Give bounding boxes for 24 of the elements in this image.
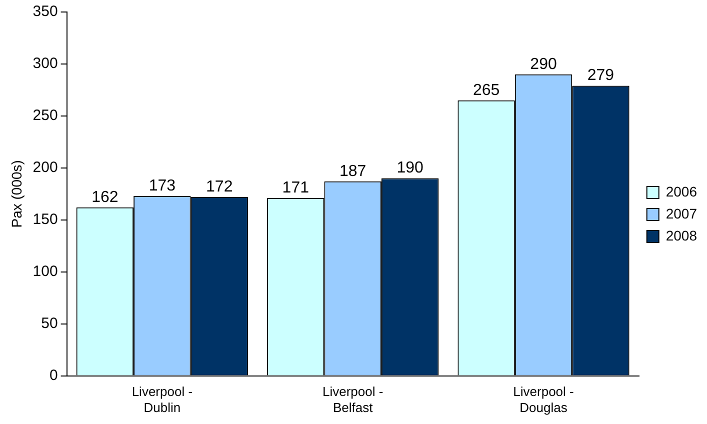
x-tick-label: Liverpool - Belfast xyxy=(322,384,384,415)
legend-label: 2008 xyxy=(666,227,698,244)
y-tick-label: 200 xyxy=(32,159,58,176)
y-tick-label: 100 xyxy=(32,263,58,280)
data-label: 290 xyxy=(530,56,557,73)
y-tick-label: 150 xyxy=(32,211,58,228)
data-label: 171 xyxy=(282,179,310,196)
x-tick-label: Liverpool - Douglas xyxy=(513,384,574,415)
data-label: 187 xyxy=(339,162,366,180)
x-tick-label: Liverpool - Dublin xyxy=(132,384,193,415)
y-tick-label: 250 xyxy=(32,107,58,124)
data-label: 162 xyxy=(92,188,118,206)
y-tick-label: 350 xyxy=(32,3,58,20)
data-label: 173 xyxy=(148,177,176,194)
y-axis-title: Pax (000s) xyxy=(8,160,24,228)
data-label: 265 xyxy=(472,82,500,99)
data-label: 190 xyxy=(396,160,424,177)
y-tick-label: 50 xyxy=(41,314,58,332)
data-label: 172 xyxy=(206,178,233,196)
y-tick-label: 0 xyxy=(49,366,58,384)
data-label: 279 xyxy=(587,67,614,84)
legend-label: 2007 xyxy=(666,205,698,222)
legend-label: 2006 xyxy=(666,183,698,200)
y-tick-label: 300 xyxy=(32,55,58,72)
